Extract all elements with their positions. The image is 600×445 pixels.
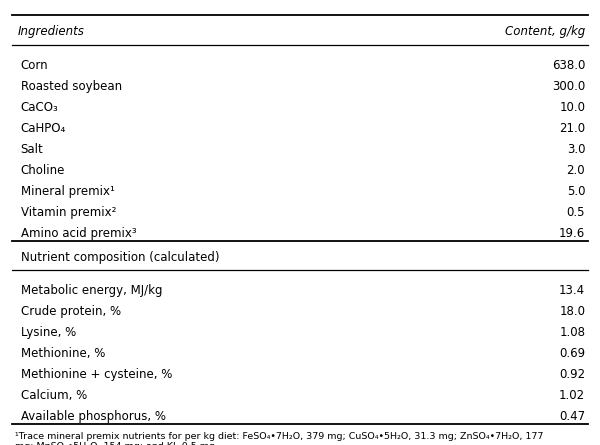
Text: ¹Trace mineral premix nutrients for per kg diet: FeSO₄•7H₂O, 379 mg; CuSO₄•5H₂O,: ¹Trace mineral premix nutrients for per … — [15, 432, 543, 441]
Text: Corn: Corn — [21, 60, 49, 73]
Text: 1.02: 1.02 — [559, 389, 585, 402]
Text: Content, g/kg: Content, g/kg — [505, 25, 585, 38]
Text: CaHPO₄: CaHPO₄ — [21, 122, 66, 135]
Text: mg; MnSO₄•5H₂O, 154 mg; and KI, 0.5 mg.: mg; MnSO₄•5H₂O, 154 mg; and KI, 0.5 mg. — [15, 442, 218, 445]
Text: Available phosphorus, %: Available phosphorus, % — [21, 410, 166, 423]
Text: 638.0: 638.0 — [552, 60, 585, 73]
Text: Calcium, %: Calcium, % — [21, 389, 87, 402]
Text: CaCO₃: CaCO₃ — [21, 101, 58, 114]
Text: Mineral premix¹: Mineral premix¹ — [21, 185, 115, 198]
Text: 0.92: 0.92 — [559, 368, 585, 381]
Text: Methionine + cysteine, %: Methionine + cysteine, % — [21, 368, 172, 381]
Text: 18.0: 18.0 — [559, 305, 585, 319]
Text: 19.6: 19.6 — [559, 227, 585, 240]
Text: Roasted soybean: Roasted soybean — [21, 81, 122, 93]
Text: Salt: Salt — [21, 143, 43, 156]
Text: 5.0: 5.0 — [566, 185, 585, 198]
Text: Vitamin premix²: Vitamin premix² — [21, 206, 116, 219]
Text: 0.5: 0.5 — [566, 206, 585, 219]
Text: 2.0: 2.0 — [566, 164, 585, 177]
Text: 10.0: 10.0 — [559, 101, 585, 114]
Text: 3.0: 3.0 — [566, 143, 585, 156]
Text: Lysine, %: Lysine, % — [21, 326, 76, 340]
Text: Crude protein, %: Crude protein, % — [21, 305, 121, 319]
Text: Amino acid premix³: Amino acid premix³ — [21, 227, 136, 240]
Text: Methionine, %: Methionine, % — [21, 347, 105, 360]
Text: 0.69: 0.69 — [559, 347, 585, 360]
Text: 13.4: 13.4 — [559, 284, 585, 297]
Text: Choline: Choline — [21, 164, 65, 177]
Text: 21.0: 21.0 — [559, 122, 585, 135]
Text: 1.08: 1.08 — [559, 326, 585, 340]
Text: Ingredients: Ingredients — [18, 25, 85, 38]
Text: Nutrient composition (calculated): Nutrient composition (calculated) — [21, 251, 219, 264]
Text: 0.47: 0.47 — [559, 410, 585, 423]
Text: Metabolic energy, MJ/kg: Metabolic energy, MJ/kg — [21, 284, 162, 297]
Text: 300.0: 300.0 — [552, 81, 585, 93]
